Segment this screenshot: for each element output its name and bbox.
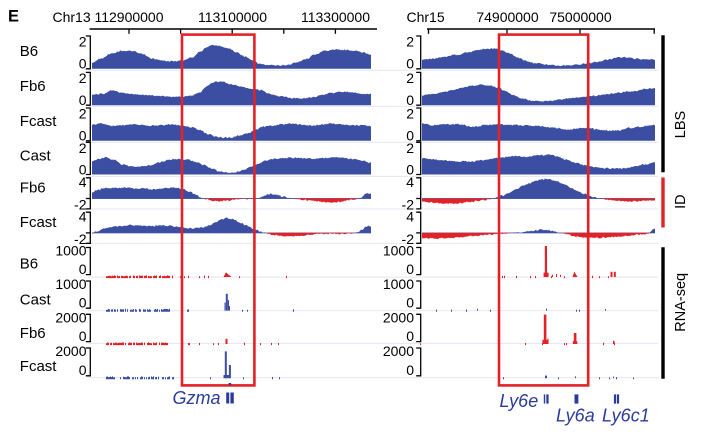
svg-text:Fcast: Fcast: [20, 358, 58, 375]
svg-text:4: 4: [79, 174, 87, 190]
svg-text:Fcast: Fcast: [20, 113, 58, 130]
svg-text:Ly6a: Ly6a: [556, 406, 595, 426]
svg-text:2000: 2000: [383, 343, 414, 359]
svg-text:4: 4: [406, 174, 414, 190]
svg-text:B6: B6: [20, 43, 38, 60]
svg-text:Fb6: Fb6: [20, 179, 46, 196]
svg-text:Gzma: Gzma: [173, 388, 221, 408]
svg-text:2: 2: [406, 140, 414, 156]
svg-text:0: 0: [406, 261, 414, 277]
svg-text:Cast: Cast: [20, 292, 52, 309]
svg-text:0: 0: [406, 128, 414, 144]
svg-text:-2: -2: [402, 231, 415, 247]
svg-text:Fb6: Fb6: [20, 325, 46, 342]
svg-text:2: 2: [406, 34, 414, 50]
svg-text:0: 0: [406, 56, 414, 72]
svg-text:113300000: 113300000: [301, 9, 370, 25]
svg-text:1000: 1000: [55, 276, 86, 292]
svg-text:2: 2: [406, 106, 414, 122]
svg-text:-2: -2: [74, 196, 87, 212]
svg-text:Cast: Cast: [20, 147, 52, 164]
svg-text:0: 0: [79, 161, 87, 177]
svg-text:113100000: 113100000: [198, 9, 267, 25]
svg-text:Fb6: Fb6: [20, 78, 46, 95]
svg-text:Chr13: Chr13: [53, 9, 91, 25]
svg-text:Ly6c1: Ly6c1: [602, 406, 650, 426]
svg-text:B6: B6: [20, 255, 38, 272]
svg-text:4: 4: [79, 209, 87, 225]
svg-text:1000: 1000: [383, 276, 414, 292]
svg-text:2: 2: [406, 70, 414, 86]
svg-text:0: 0: [79, 362, 87, 378]
svg-text:1000: 1000: [55, 243, 86, 259]
svg-text:2: 2: [79, 140, 87, 156]
svg-text:0: 0: [79, 92, 87, 108]
svg-text:Ly6e: Ly6e: [500, 391, 539, 411]
svg-text:E: E: [8, 8, 19, 26]
svg-text:Chr15: Chr15: [407, 9, 445, 25]
svg-text:0: 0: [79, 294, 87, 310]
svg-text:74900000: 74900000: [476, 9, 539, 25]
svg-text:LBS: LBS: [673, 111, 689, 138]
svg-text:1000: 1000: [383, 243, 414, 259]
svg-text:-2: -2: [74, 231, 87, 247]
svg-text:0: 0: [406, 161, 414, 177]
svg-text:0: 0: [79, 328, 87, 344]
svg-text:ID: ID: [673, 194, 689, 209]
svg-text:0: 0: [406, 362, 414, 378]
svg-text:112900000: 112900000: [94, 9, 163, 25]
svg-text:0: 0: [79, 128, 87, 144]
svg-text:0: 0: [406, 294, 414, 310]
svg-text:2: 2: [79, 106, 87, 122]
svg-text:2: 2: [79, 34, 87, 50]
svg-text:0: 0: [79, 261, 87, 277]
svg-text:2000: 2000: [383, 310, 414, 326]
svg-text:0: 0: [79, 56, 87, 72]
svg-text:-2: -2: [402, 196, 415, 212]
svg-text:Fcast: Fcast: [20, 214, 58, 231]
svg-text:2000: 2000: [55, 343, 86, 359]
svg-text:75000000: 75000000: [549, 9, 612, 25]
svg-text:2000: 2000: [55, 310, 86, 326]
svg-text:2: 2: [79, 70, 87, 86]
svg-text:RNA-seq: RNA-seq: [673, 273, 689, 332]
svg-text:0: 0: [406, 92, 414, 108]
svg-text:4: 4: [406, 209, 414, 225]
svg-text:0: 0: [406, 328, 414, 344]
